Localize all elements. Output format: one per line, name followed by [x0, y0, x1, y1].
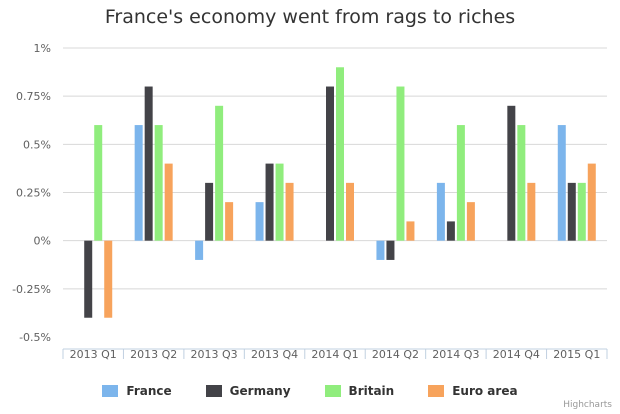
- chart-title: France's economy went from rags to riche…: [104, 6, 516, 28]
- x-tick-label: 2014 Q1: [311, 348, 358, 361]
- bar-germany: [386, 240, 395, 260]
- bar-britain: [215, 105, 224, 241]
- x-tick-label: 2014 Q3: [432, 348, 479, 361]
- bar-euro-area: [346, 182, 354, 241]
- legend-label: Euro area: [452, 384, 518, 398]
- x-tick-label: 2014 Q2: [372, 348, 419, 361]
- bar-germany: [144, 86, 153, 241]
- bar-euro-area: [104, 240, 113, 318]
- bar-britain: [94, 125, 103, 241]
- x-tick-label: 2014 Q4: [493, 348, 540, 361]
- bar-euro-area: [406, 221, 415, 241]
- bar-euro-area: [285, 182, 294, 241]
- legend-label: France: [126, 384, 172, 398]
- bar-britain: [275, 163, 284, 241]
- bar-germany: [84, 240, 93, 318]
- y-tick-label: 0.75%: [16, 90, 51, 103]
- bar-britain: [154, 125, 163, 241]
- bar-france: [195, 240, 204, 260]
- legend-swatch: [324, 385, 341, 397]
- legend-item-britain[interactable]: Britain: [324, 384, 395, 398]
- bar-germany: [567, 182, 576, 241]
- credits-link[interactable]: Highcharts: [563, 400, 612, 410]
- bar-germany: [205, 182, 214, 241]
- legend-swatch: [205, 385, 222, 397]
- bar-britain: [517, 125, 526, 241]
- bar-euro-area: [225, 202, 234, 241]
- y-tick-label: 0.25%: [16, 187, 51, 200]
- legend-item-euro-area[interactable]: Euro area: [428, 384, 518, 398]
- bar-euro-area: [527, 182, 536, 241]
- bar-france: [134, 125, 143, 241]
- x-tick-label: 2013 Q3: [191, 348, 238, 361]
- x-tick-label: 2013 Q1: [70, 348, 117, 361]
- bar-britain: [577, 182, 586, 241]
- legend-swatch: [102, 385, 119, 397]
- bar-germany: [326, 86, 334, 241]
- x-tick-label: 2015 Q1: [553, 348, 600, 361]
- legend-label: Britain: [348, 384, 395, 398]
- legend-swatch: [428, 385, 445, 397]
- bar-germany: [265, 163, 274, 241]
- y-tick-label: -0.5%: [19, 331, 51, 344]
- legend-item-germany[interactable]: Germany: [205, 384, 291, 398]
- legend-item-france[interactable]: France: [102, 384, 172, 398]
- y-tick-label: 0.5%: [23, 138, 51, 151]
- y-tick-label: 1%: [34, 42, 51, 55]
- legend: France Germany Britain Euro area: [0, 384, 620, 398]
- bar-germany: [446, 221, 455, 241]
- legend-label: Germany: [229, 384, 291, 398]
- y-tick-label: 0%: [34, 235, 51, 248]
- bar-britain: [396, 86, 405, 241]
- bar-france: [376, 240, 385, 260]
- bar-euro-area: [466, 202, 475, 241]
- x-tick-label: 2013 Q4: [251, 348, 298, 361]
- y-tick-label: -0.25%: [12, 283, 51, 296]
- bar-france: [557, 125, 566, 241]
- bar-euro-area: [164, 163, 173, 241]
- bar-france: [255, 202, 264, 241]
- bar-britain: [336, 67, 344, 241]
- bar-britain: [456, 125, 465, 241]
- bar-euro-area: [587, 163, 596, 241]
- bar-germany: [507, 105, 516, 241]
- x-tick-label: 2013 Q2: [130, 348, 177, 361]
- bar-france: [436, 182, 445, 241]
